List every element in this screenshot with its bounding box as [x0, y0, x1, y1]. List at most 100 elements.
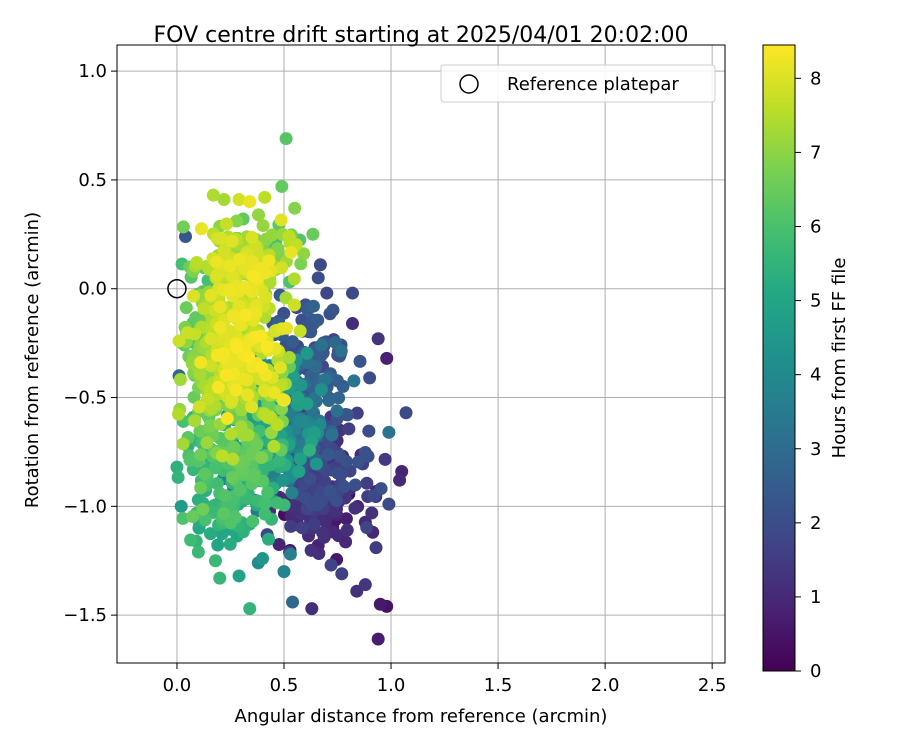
x-tick-label: 1.0	[377, 675, 406, 696]
data-point	[219, 217, 233, 231]
data-point	[173, 372, 187, 386]
data-point	[274, 428, 288, 442]
data-point	[331, 466, 345, 480]
data-point	[284, 519, 298, 533]
data-point	[203, 527, 217, 541]
data-point	[186, 289, 200, 303]
data-points	[170, 132, 413, 646]
data-point	[172, 334, 186, 348]
data-point	[257, 384, 271, 398]
data-point	[219, 368, 233, 382]
data-point	[232, 299, 246, 313]
x-tick-label: 2.5	[698, 675, 727, 696]
data-point	[224, 516, 238, 530]
data-point	[249, 306, 263, 320]
data-point	[247, 468, 261, 482]
data-point	[226, 452, 240, 466]
data-point	[217, 506, 231, 520]
data-point	[326, 303, 340, 317]
data-point	[272, 454, 286, 468]
data-point	[258, 497, 272, 511]
data-point	[342, 422, 356, 436]
plot-frame	[116, 44, 726, 664]
data-point	[260, 340, 274, 354]
data-point	[305, 602, 319, 616]
colorbar-tick-label: 2	[810, 513, 821, 534]
data-point	[172, 407, 186, 421]
data-point	[232, 193, 246, 206]
data-point	[287, 298, 301, 312]
colorbar-tick-label: 4	[810, 365, 821, 386]
data-point	[358, 446, 372, 460]
data-point	[245, 400, 259, 414]
data-point	[256, 552, 270, 566]
reference-platepar-marker	[167, 278, 187, 299]
y-tick-label: 0.5	[78, 170, 107, 191]
data-point	[371, 332, 385, 346]
y-tick-label: −1.5	[63, 605, 107, 626]
data-point	[353, 354, 367, 368]
data-point	[265, 228, 279, 242]
data-point	[336, 379, 350, 393]
data-point	[399, 406, 413, 420]
data-point	[294, 257, 308, 271]
data-point	[323, 484, 337, 498]
x-axis-label: Angular distance from reference (arcmin)	[235, 706, 608, 727]
data-point	[285, 486, 299, 500]
data-point	[293, 452, 307, 466]
colorbar: 0 1 2 3 4 5 6 7 8 Hours from first FF file	[762, 44, 850, 682]
data-point	[213, 571, 227, 585]
colorbar-gradient	[762, 44, 796, 672]
y-tick-label: −1.0	[63, 496, 107, 517]
data-point	[277, 393, 291, 407]
data-point	[287, 272, 301, 286]
data-point	[203, 419, 217, 433]
data-point	[227, 440, 241, 454]
data-point	[371, 632, 385, 646]
y-tick-label: 1.0	[78, 61, 107, 82]
data-point	[365, 506, 379, 520]
data-point	[333, 449, 347, 463]
data-point	[275, 179, 289, 193]
data-point	[360, 476, 374, 490]
data-point	[200, 436, 214, 450]
data-point	[252, 208, 266, 222]
data-point	[208, 554, 222, 568]
data-point	[300, 355, 314, 369]
data-point	[218, 489, 232, 503]
colorbar-label: Hours from first FF file	[829, 258, 850, 459]
data-point	[270, 418, 284, 432]
data-point	[291, 390, 305, 404]
data-point	[226, 309, 240, 323]
data-point	[304, 543, 318, 557]
data-point	[217, 193, 231, 206]
colorbar-tick-label: 3	[810, 439, 821, 460]
data-point	[194, 222, 208, 236]
data-point	[382, 497, 396, 511]
data-point	[254, 329, 268, 343]
data-point	[272, 537, 286, 551]
data-point	[214, 231, 228, 245]
data-point	[276, 473, 290, 487]
data-point	[234, 420, 248, 434]
legend-label: Reference platepar	[507, 74, 679, 95]
data-point	[184, 533, 198, 547]
data-point	[223, 259, 237, 273]
data-point	[292, 465, 306, 479]
data-point	[187, 390, 201, 404]
data-point	[318, 372, 332, 386]
data-point	[190, 255, 204, 269]
data-point	[262, 532, 276, 546]
colorbar-tick-label: 5	[810, 291, 821, 312]
data-point	[282, 229, 296, 243]
data-point	[215, 449, 229, 463]
data-point	[313, 258, 327, 272]
data-point	[274, 213, 288, 227]
data-point	[194, 481, 208, 495]
data-point	[230, 341, 244, 355]
data-point	[380, 351, 394, 365]
data-point	[374, 482, 388, 496]
data-point	[330, 494, 344, 508]
data-point	[229, 383, 243, 397]
data-point	[315, 338, 329, 352]
